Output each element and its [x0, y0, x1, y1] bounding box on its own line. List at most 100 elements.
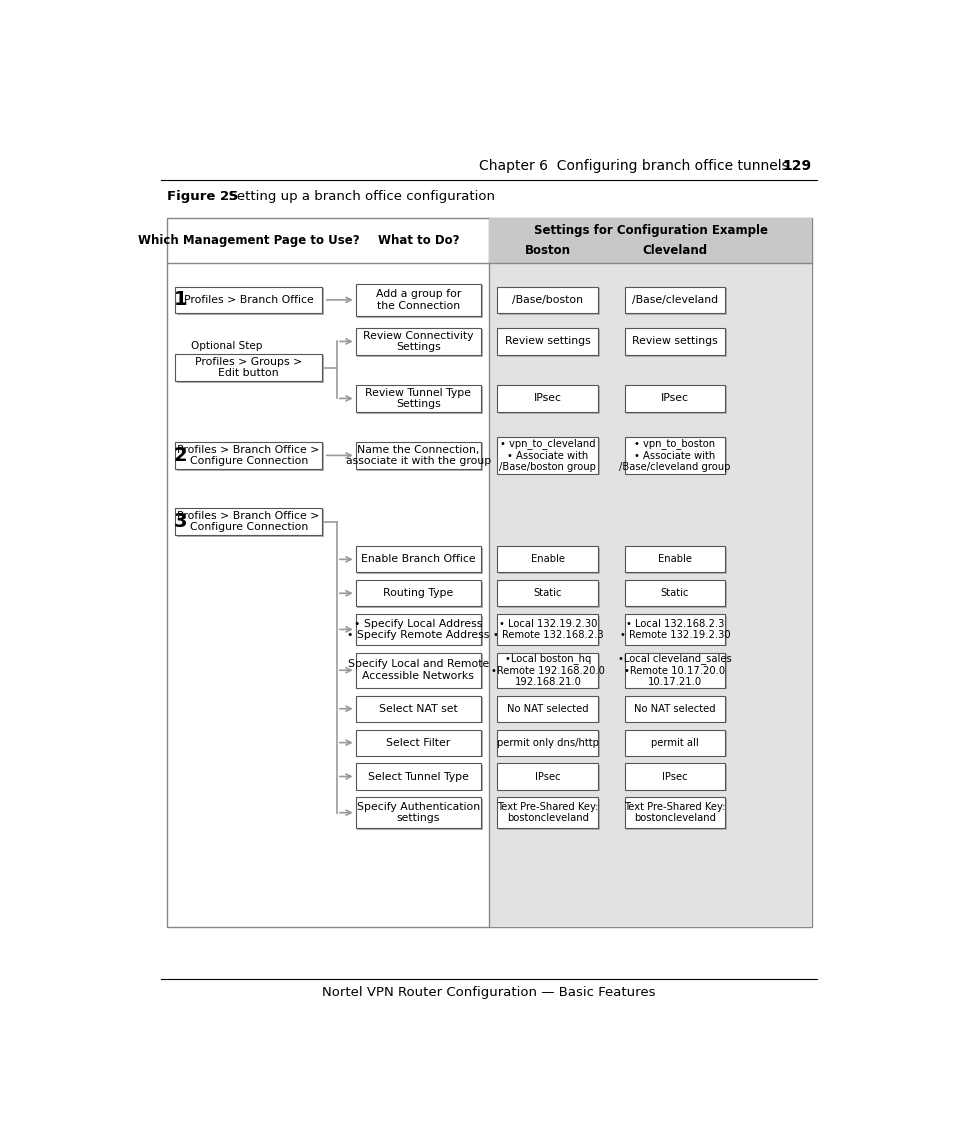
Text: • vpn_to_cleveland
• Associate with
/Base/boston group: • vpn_to_cleveland • Associate with /Bas…	[498, 439, 596, 473]
Text: Enable: Enable	[658, 554, 691, 564]
Text: Cleveland: Cleveland	[641, 244, 707, 256]
Bar	[356, 329, 482, 357]
Bar	[356, 799, 482, 830]
Bar	[498, 765, 599, 791]
Bar	[355, 696, 480, 721]
Bar	[625, 765, 726, 791]
Text: No NAT selected: No NAT selected	[634, 704, 715, 713]
Text: IPsec: IPsec	[535, 772, 560, 782]
Bar	[497, 653, 598, 688]
Bar	[355, 614, 480, 645]
Text: Figure 25: Figure 25	[167, 190, 238, 203]
Bar	[497, 437, 598, 474]
Text: Review settings: Review settings	[504, 337, 590, 347]
Text: •Local boston_hq
•Remote 192.168.20.0
192.168.21.0: •Local boston_hq •Remote 192.168.20.0 19…	[491, 653, 604, 687]
Bar	[624, 653, 724, 688]
Bar	[167, 219, 811, 926]
Text: Profiles > Branch Office >
Configure Connection: Profiles > Branch Office > Configure Con…	[177, 511, 319, 532]
Bar	[624, 797, 724, 828]
Text: Which Management Page to Use?: Which Management Page to Use?	[138, 234, 359, 247]
Bar	[625, 697, 726, 724]
Bar	[355, 797, 480, 828]
Bar	[625, 654, 726, 689]
Bar	[625, 799, 726, 830]
Bar	[355, 327, 480, 355]
Bar	[498, 799, 599, 830]
Bar	[624, 286, 724, 313]
Bar	[498, 547, 599, 574]
Bar	[624, 546, 724, 572]
Bar	[624, 764, 724, 790]
Text: Nortel VPN Router Configuration — Basic Features: Nortel VPN Router Configuration — Basic …	[322, 986, 655, 998]
Bar	[497, 581, 598, 607]
Text: Specify Authentication
settings: Specify Authentication settings	[356, 802, 479, 823]
Text: • vpn_to_boston
• Associate with
/Base/cleveland group: • vpn_to_boston • Associate with /Base/c…	[618, 439, 730, 473]
Bar	[498, 654, 599, 689]
Bar	[174, 286, 322, 313]
Bar	[355, 581, 480, 607]
Bar	[625, 616, 726, 647]
Bar	[176, 289, 323, 315]
Bar	[497, 385, 598, 412]
Bar	[355, 442, 480, 469]
Text: permit all: permit all	[650, 737, 698, 748]
Text: Add a group for
the Connection: Add a group for the Connection	[375, 289, 460, 310]
Bar	[355, 653, 480, 688]
Bar	[624, 437, 724, 474]
Text: Settings for Configuration Example: Settings for Configuration Example	[533, 224, 767, 237]
Text: Review settings: Review settings	[632, 337, 717, 347]
Text: IPsec: IPsec	[661, 772, 687, 782]
Bar	[176, 355, 323, 384]
Text: Select NAT set: Select NAT set	[378, 704, 457, 713]
Bar	[498, 329, 599, 357]
Bar	[355, 729, 480, 756]
Text: Select Tunnel Type: Select Tunnel Type	[368, 772, 468, 782]
Text: No NAT selected: No NAT selected	[506, 704, 588, 713]
Text: /Base/cleveland: /Base/cleveland	[631, 295, 718, 305]
Bar	[498, 439, 599, 475]
Text: What to Do?: What to Do?	[377, 234, 458, 247]
Bar	[356, 765, 482, 791]
Bar	[355, 284, 480, 316]
Text: IPsec: IPsec	[660, 394, 688, 403]
Text: Select Filter: Select Filter	[386, 737, 450, 748]
Bar	[497, 546, 598, 572]
Text: Optional Step: Optional Step	[191, 341, 262, 352]
Text: /Base/boston: /Base/boston	[512, 295, 582, 305]
Bar	[497, 327, 598, 355]
Bar	[625, 439, 726, 475]
Text: Boston: Boston	[524, 244, 570, 256]
Bar	[497, 286, 598, 313]
Text: Profiles > Branch Office >
Configure Connection: Profiles > Branch Office > Configure Con…	[177, 444, 319, 466]
Bar	[624, 327, 724, 355]
Bar	[356, 697, 482, 724]
Bar	[498, 289, 599, 315]
Bar	[624, 581, 724, 607]
Bar	[498, 697, 599, 724]
Bar	[625, 547, 726, 574]
Text: 3: 3	[173, 512, 187, 531]
Bar	[356, 386, 482, 413]
Text: Review Tunnel Type
Settings: Review Tunnel Type Settings	[365, 388, 471, 409]
Bar	[356, 654, 482, 689]
Text: • Local 132.19.2.30
• Remote 132.168.2.3: • Local 132.19.2.30 • Remote 132.168.2.3	[492, 618, 602, 640]
Text: Text Pre-Shared Key:
bostoncleveland: Text Pre-Shared Key: bostoncleveland	[623, 802, 725, 823]
Bar	[625, 289, 726, 315]
Bar	[497, 696, 598, 721]
Text: Routing Type: Routing Type	[383, 589, 453, 598]
Bar	[356, 285, 482, 317]
Text: 1: 1	[173, 291, 187, 309]
Bar	[488, 219, 811, 926]
Text: Profiles > Branch Office: Profiles > Branch Office	[184, 295, 314, 305]
Text: Profiles > Groups >
Edit button: Profiles > Groups > Edit button	[194, 357, 302, 379]
Bar	[498, 731, 599, 757]
Text: Static: Static	[533, 589, 561, 598]
Bar	[498, 582, 599, 608]
Text: permit only dns/http: permit only dns/http	[497, 737, 598, 748]
Bar	[497, 729, 598, 756]
Bar	[625, 386, 726, 413]
Bar	[497, 764, 598, 790]
Text: Static: Static	[660, 589, 688, 598]
Bar	[498, 386, 599, 413]
Text: • Specify Local Address
• Specify Remote Address: • Specify Local Address • Specify Remote…	[347, 618, 489, 640]
